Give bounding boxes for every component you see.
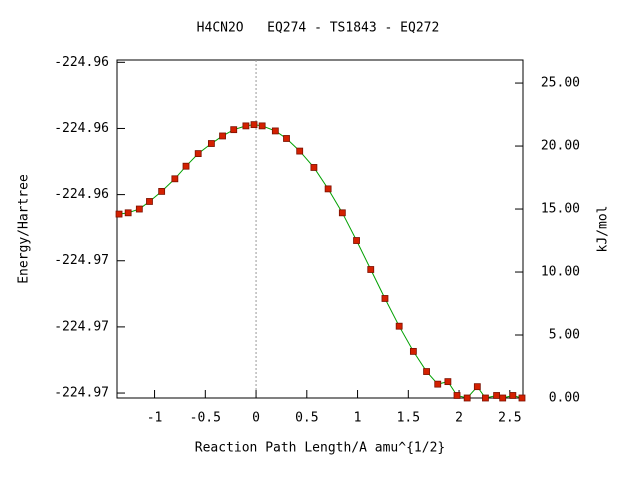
data-point — [444, 378, 452, 386]
y2-tick-label: 20.00 — [541, 139, 580, 154]
y2-tick-label: 5.00 — [549, 328, 580, 343]
data-point — [324, 185, 332, 193]
data-point — [499, 394, 507, 402]
data-point — [115, 210, 123, 218]
data-point — [463, 394, 471, 402]
data-point — [482, 394, 489, 402]
data-point — [395, 322, 403, 330]
y-tick-label: -224.96 — [54, 55, 109, 70]
y-tick-label: -224.97 — [54, 319, 109, 334]
y-tick-label: -224.97 — [54, 253, 109, 268]
x-axis-label: Reaction Path Length/A amu^{1/2} — [195, 441, 445, 456]
data-point — [518, 394, 526, 402]
data-point — [124, 209, 132, 217]
chart-title: H4CN2O EQ274 - TS1843 - EQ272 — [197, 21, 440, 36]
y-axis-label: Energy/Hartree — [17, 174, 32, 284]
data-point — [182, 162, 190, 170]
data-point — [158, 187, 166, 195]
data-point — [423, 368, 430, 375]
data-point — [509, 392, 517, 399]
data-point — [283, 135, 290, 142]
y-tick-label: -224.96 — [54, 121, 109, 136]
data-point — [146, 198, 153, 205]
data-point — [310, 164, 318, 171]
data-point — [353, 237, 360, 244]
data-point — [338, 209, 346, 217]
x-tick-label: 1.5 — [397, 411, 420, 426]
x-tick-label: 1 — [354, 411, 362, 426]
y-tick-label: -224.97 — [54, 386, 109, 401]
x-tick-label: -0.5 — [190, 411, 221, 426]
data-point — [296, 147, 304, 155]
data-point — [367, 266, 375, 273]
data-point — [171, 175, 179, 183]
data-point — [194, 150, 202, 158]
data-point — [453, 392, 461, 399]
data-point — [381, 295, 389, 302]
x-tick-label: -1 — [147, 411, 163, 426]
y2-tick-label: 25.00 — [541, 76, 580, 91]
y2-tick-label: 15.00 — [541, 202, 580, 217]
y2-tick-label: 0.00 — [549, 391, 580, 406]
data-point — [473, 383, 481, 391]
data-point — [258, 122, 266, 130]
plot-frame — [116, 59, 524, 399]
x-tick-label: 0.5 — [295, 411, 318, 426]
x-tick-label: 2.5 — [498, 411, 521, 426]
data-point — [409, 347, 417, 355]
data-point — [230, 126, 238, 134]
data-point — [242, 122, 250, 130]
data-point — [250, 121, 258, 129]
y-tick-label: -224.96 — [54, 187, 109, 202]
data-point — [207, 140, 215, 147]
y2-tick-label: 10.00 — [541, 265, 580, 280]
data-point — [271, 127, 279, 135]
data-point — [219, 132, 226, 140]
data-point — [493, 392, 501, 399]
x-tick-label: 0 — [252, 411, 260, 426]
y2-axis-label: kJ/mol — [596, 206, 611, 253]
x-tick-label: 2 — [455, 411, 463, 426]
data-point — [135, 205, 143, 213]
data-point — [434, 380, 442, 388]
